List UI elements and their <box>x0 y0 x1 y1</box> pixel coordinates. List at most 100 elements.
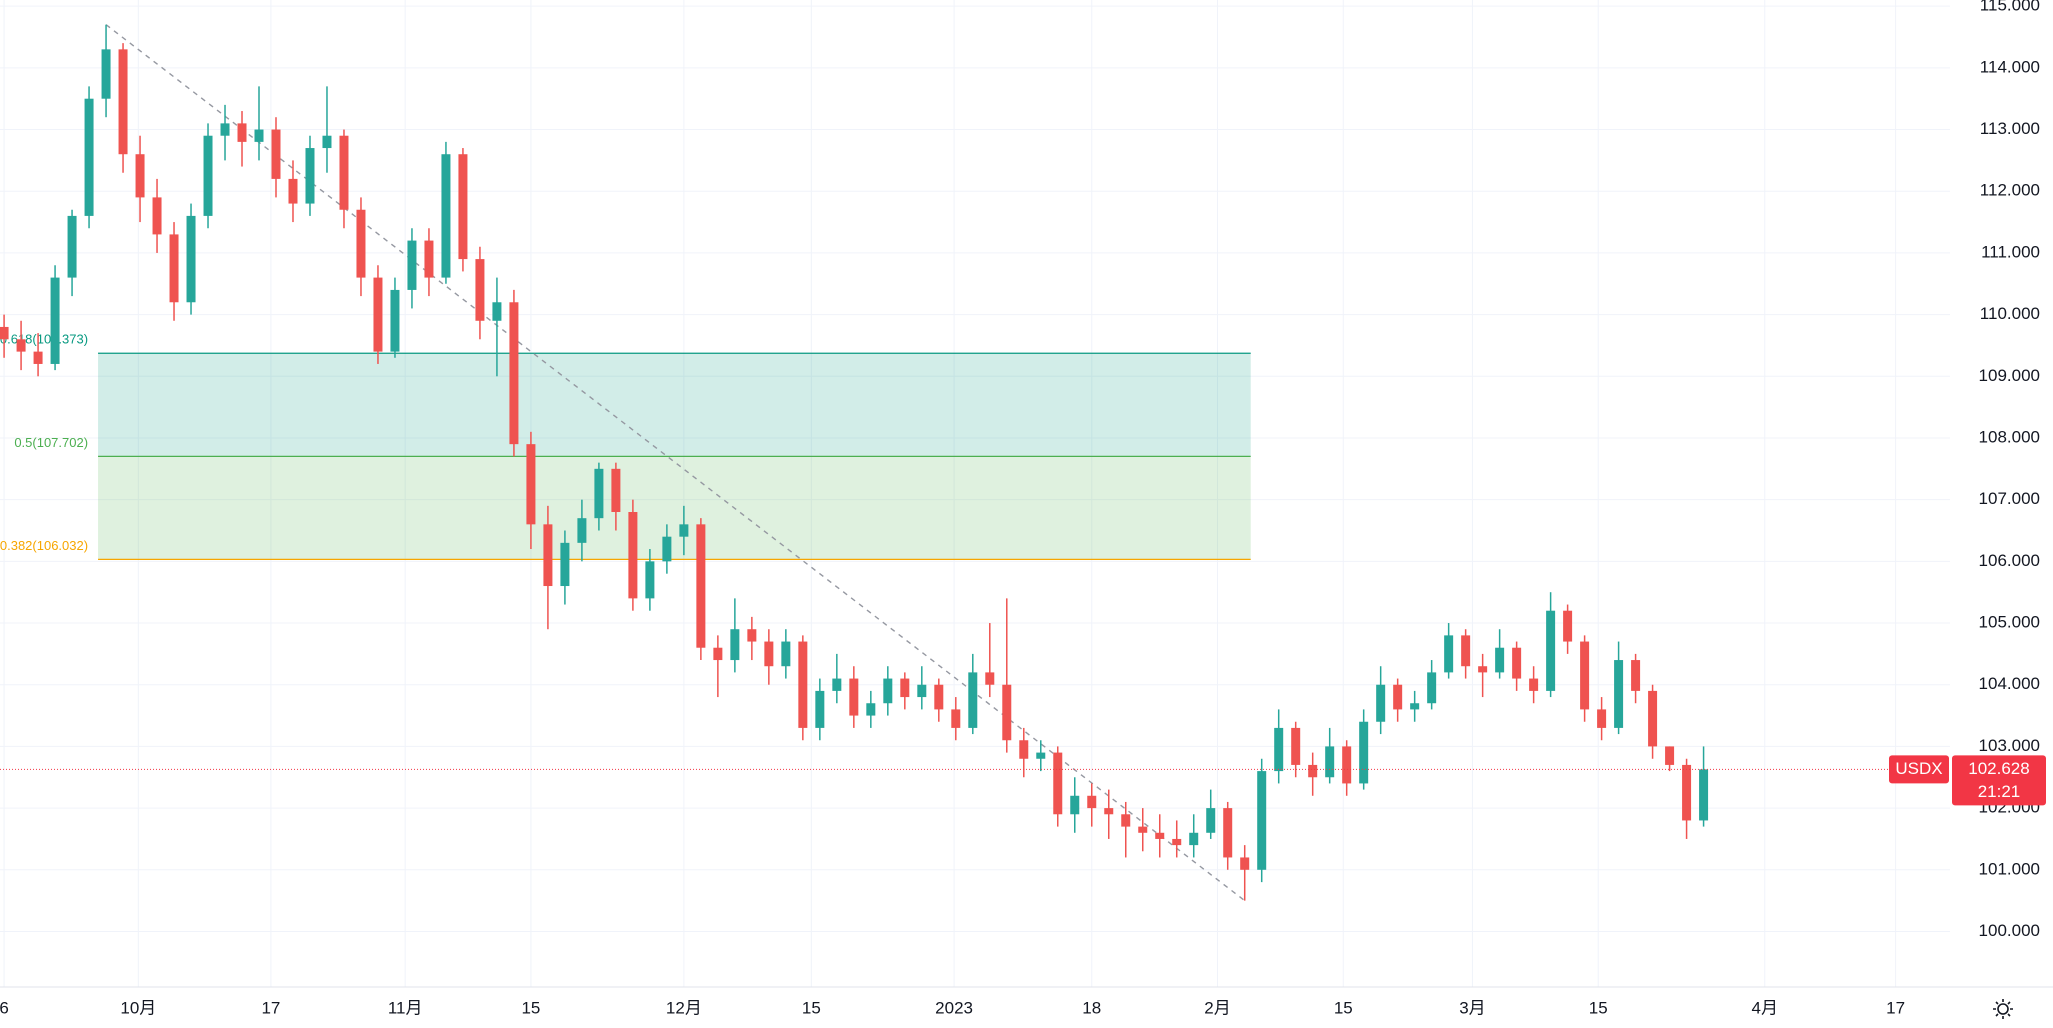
price-badge <box>1952 755 2046 806</box>
candle-body <box>237 123 247 142</box>
fib-level-label: 0.382(106.032) <box>0 538 88 553</box>
x-tick-label: 15 <box>1334 998 1353 1017</box>
candle-body <box>1478 666 1488 673</box>
x-tick-label: 3月 <box>1459 998 1485 1017</box>
candle-body <box>1019 740 1029 759</box>
candle-body <box>1495 647 1505 673</box>
candle-body <box>696 524 706 648</box>
candle-body <box>1546 610 1556 691</box>
symbol-label: USDX <box>1895 759 1942 778</box>
candle-body <box>1461 635 1471 667</box>
candle-body <box>1053 752 1063 815</box>
y-tick-label: 107.000 <box>1979 489 2040 508</box>
candle-body <box>645 561 655 599</box>
candle-body <box>1087 795 1097 809</box>
x-tick-label: 6 <box>0 998 9 1017</box>
fib-zone <box>98 456 1251 560</box>
candle-body <box>458 154 468 260</box>
candle-body <box>186 215 196 303</box>
candle-body <box>543 524 553 587</box>
candle-body <box>866 703 876 716</box>
candle-body <box>883 678 893 704</box>
y-tick-label: 103.000 <box>1979 736 2040 755</box>
candles <box>0 24 1709 901</box>
candle-body <box>798 641 808 728</box>
candle-body <box>1070 795 1080 815</box>
candle-body <box>747 629 757 642</box>
icon-circle <box>1997 1003 2009 1015</box>
candle-body <box>1563 610 1573 642</box>
y-tick-label: 114.000 <box>1980 57 2040 76</box>
settings-icon[interactable] <box>1993 999 2013 1019</box>
candle-body <box>1104 808 1114 815</box>
candle-body <box>628 512 638 599</box>
candle-body <box>1342 746 1352 784</box>
icon-rays <box>1993 999 2013 1019</box>
x-tick-label: 18 <box>1082 998 1101 1017</box>
grid <box>0 0 1950 987</box>
candle-body <box>917 684 927 698</box>
x-tick-label: 17 <box>1886 998 1905 1017</box>
x-tick-label: 15 <box>521 998 540 1017</box>
candle-body <box>33 351 43 364</box>
candle-body <box>1172 838 1182 846</box>
x-tick-label: 15 <box>1589 998 1608 1017</box>
candle-body <box>1223 808 1233 858</box>
candle-body <box>84 98 94 216</box>
fib-retracement: 0.618(109.373) 0.5(107.702) 0.382(106.032) <box>0 24 1251 902</box>
y-tick-label: 104.000 <box>1979 674 2040 693</box>
candle-body <box>101 49 111 99</box>
candle-body <box>679 524 689 537</box>
candle-body <box>730 629 740 661</box>
candle-body <box>152 197 162 235</box>
candle-body <box>1274 727 1284 772</box>
x-tick-label: 2月 <box>1204 998 1230 1017</box>
candle-body <box>713 647 723 661</box>
candle-body <box>1206 808 1216 833</box>
y-tick-label: 108.000 <box>1979 427 2040 446</box>
candle-body <box>220 123 230 136</box>
y-tick-label: 110.000 <box>1980 304 2040 323</box>
candle-body <box>1240 857 1250 870</box>
candle-body <box>1308 764 1318 778</box>
candle-body <box>322 135 332 149</box>
candle-body <box>1036 752 1046 759</box>
candle-body <box>594 468 604 519</box>
candle-body <box>1257 771 1267 870</box>
candle-body <box>390 289 400 352</box>
candle-body <box>1291 727 1301 765</box>
candle-body <box>849 678 859 716</box>
candle-body <box>1682 764 1692 821</box>
fib-zone <box>98 353 1251 457</box>
candle-body <box>1580 641 1590 710</box>
symbol-badge <box>1889 755 1949 784</box>
x-tick-label: 2023 <box>935 998 973 1017</box>
fib-level-label: 0.5(107.702) <box>14 435 88 450</box>
y-tick-label: 100.000 <box>1979 921 2040 940</box>
candle-body <box>560 542 570 587</box>
candle-body <box>373 277 383 352</box>
candle-body <box>1393 684 1403 710</box>
y-tick-label: 113.000 <box>1980 119 2040 138</box>
candle-body <box>815 690 825 728</box>
x-tick-label: 11月 <box>388 998 423 1017</box>
candle-body <box>900 678 910 698</box>
candle-body <box>475 259 485 321</box>
y-tick-label: 111.000 <box>1981 242 2040 261</box>
candle-body <box>118 49 128 155</box>
candle-body <box>1427 672 1437 704</box>
candle-body <box>16 339 26 352</box>
candle-body <box>577 518 587 543</box>
candle-body <box>1665 746 1675 765</box>
candle-body <box>50 277 60 364</box>
x-tick-label: 4月 <box>1752 998 1778 1017</box>
candle-body <box>1444 635 1454 673</box>
candle-body <box>169 234 179 303</box>
candle-body <box>1189 832 1199 846</box>
candle-body <box>1614 660 1624 728</box>
candle-body <box>611 468 621 513</box>
y-tick-label: 115.000 <box>1980 0 2040 15</box>
